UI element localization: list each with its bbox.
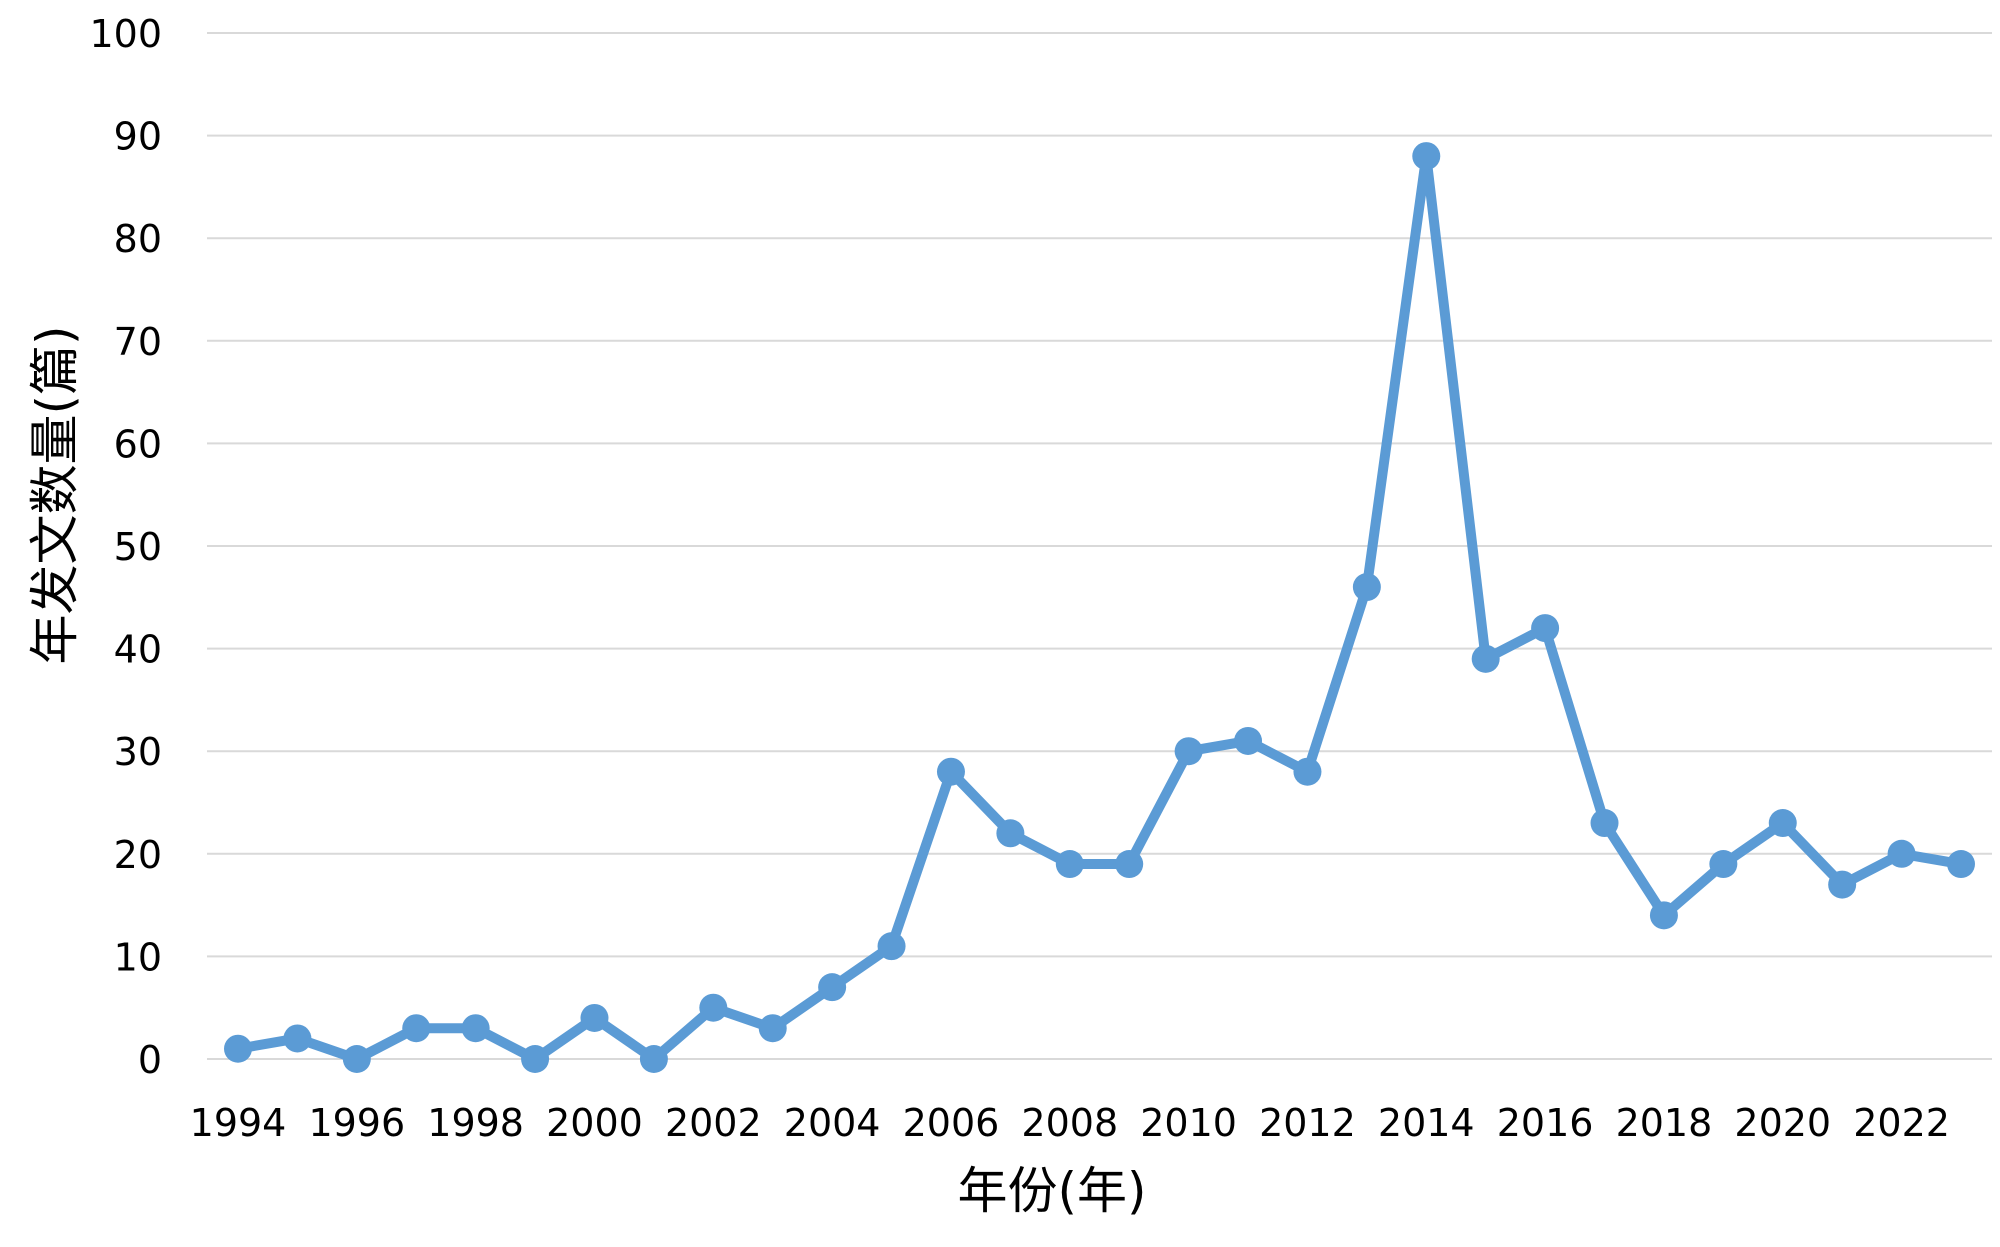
x-tick-label: 2018: [1616, 1101, 1713, 1145]
data-point-2023: [1947, 850, 1975, 879]
gridlines: [207, 32, 1992, 1060]
y-tick-label: 90: [114, 115, 162, 159]
y-tick-label: 100: [89, 12, 162, 56]
data-point-2022: [1887, 839, 1916, 868]
y-tick-label: 80: [114, 217, 162, 261]
x-tick-label: 2008: [1021, 1101, 1118, 1145]
y-tick-label: 70: [114, 320, 162, 364]
x-axis-ticks: 1994 1996 1998 2000 2002 2004 2006 2008 2010 2012…: [190, 1101, 1950, 1145]
x-tick-label: 1998: [427, 1101, 524, 1145]
y-tick-label: 0: [138, 1038, 162, 1082]
x-tick-label: 2010: [1140, 1101, 1237, 1145]
data-point-1995: [283, 1024, 312, 1053]
data-point-2005: [877, 932, 906, 961]
data-point-2004: [818, 973, 847, 1002]
data-point-2020: [1768, 809, 1797, 838]
data-point-2021: [1828, 870, 1857, 899]
data-point-2009: [1115, 850, 1144, 879]
data-point-2010: [1174, 737, 1203, 766]
x-tick-label: 2016: [1497, 1101, 1594, 1145]
data-point-2006: [936, 757, 965, 786]
data-points: [224, 142, 1975, 1073]
y-axis-title: 年发文数量(篇): [26, 325, 84, 664]
x-tick-label: 2014: [1378, 1101, 1475, 1145]
data-point-2007: [996, 819, 1025, 848]
data-point-2014: [1412, 142, 1441, 171]
x-tick-label: 2020: [1734, 1101, 1831, 1145]
data-point-1997: [402, 1014, 431, 1043]
data-point-2003: [758, 1014, 787, 1043]
x-tick-label: 2006: [903, 1101, 1000, 1145]
y-tick-label: 30: [114, 730, 162, 774]
data-point-2019: [1709, 850, 1738, 879]
data-point-1996: [342, 1045, 371, 1073]
data-point-2011: [1234, 726, 1263, 755]
x-tick-label: 2012: [1259, 1101, 1356, 1145]
data-point-2018: [1649, 901, 1678, 930]
data-point-2015: [1471, 644, 1500, 673]
y-tick-label: 60: [114, 422, 162, 466]
data-point-1998: [461, 1014, 490, 1043]
x-tick-label: 2022: [1853, 1101, 1950, 1145]
data-point-2013: [1352, 573, 1381, 602]
x-tick-label: 1996: [308, 1101, 405, 1145]
y-tick-label: 20: [114, 833, 162, 877]
x-axis-title: 年份(年): [957, 1162, 1146, 1220]
data-point-1994: [224, 1034, 252, 1063]
data-point-2001: [639, 1045, 668, 1073]
data-point-2016: [1531, 614, 1560, 643]
y-tick-label: 10: [114, 935, 162, 979]
data-point-1999: [521, 1045, 550, 1073]
data-point-2008: [1055, 850, 1084, 879]
x-tick-label: 2000: [546, 1101, 643, 1145]
x-tick-label: 1994: [190, 1101, 287, 1145]
data-point-2000: [580, 1003, 609, 1032]
y-tick-label: 50: [114, 525, 162, 569]
series-line: [233, 151, 1966, 1064]
data-point-2012: [1293, 757, 1322, 786]
x-tick-label: 2004: [784, 1101, 881, 1145]
x-tick-label: 2002: [665, 1101, 762, 1145]
data-point-2002: [699, 993, 728, 1022]
y-tick-label: 40: [114, 628, 162, 672]
y-axis-ticks: 0 10 20 30 40 50 60 70 80 90 100: [89, 12, 162, 1082]
data-point-2017: [1590, 809, 1619, 838]
